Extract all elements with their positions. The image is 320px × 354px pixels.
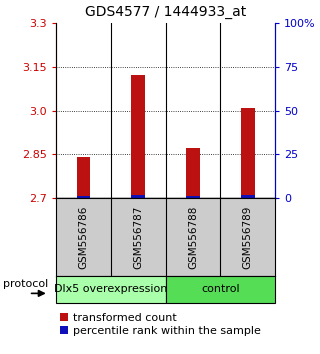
Text: Dlx5 overexpression: Dlx5 overexpression <box>54 284 167 295</box>
Bar <box>76 157 90 198</box>
Bar <box>166 276 275 303</box>
Bar <box>56 276 166 303</box>
Text: GSM556787: GSM556787 <box>133 205 143 269</box>
Bar <box>131 75 145 198</box>
Title: GDS4577 / 1444933_at: GDS4577 / 1444933_at <box>85 5 246 19</box>
Text: control: control <box>201 284 240 295</box>
Text: GSM556788: GSM556788 <box>188 205 198 269</box>
Legend: transformed count, percentile rank within the sample: transformed count, percentile rank withi… <box>55 308 265 340</box>
Text: GSM556789: GSM556789 <box>243 205 253 269</box>
Text: GSM556786: GSM556786 <box>78 205 88 269</box>
Bar <box>131 195 145 198</box>
Bar <box>241 108 255 198</box>
Bar <box>241 195 255 198</box>
Text: protocol: protocol <box>3 279 48 289</box>
Bar <box>186 196 200 198</box>
Bar <box>186 148 200 198</box>
Bar <box>76 196 90 198</box>
